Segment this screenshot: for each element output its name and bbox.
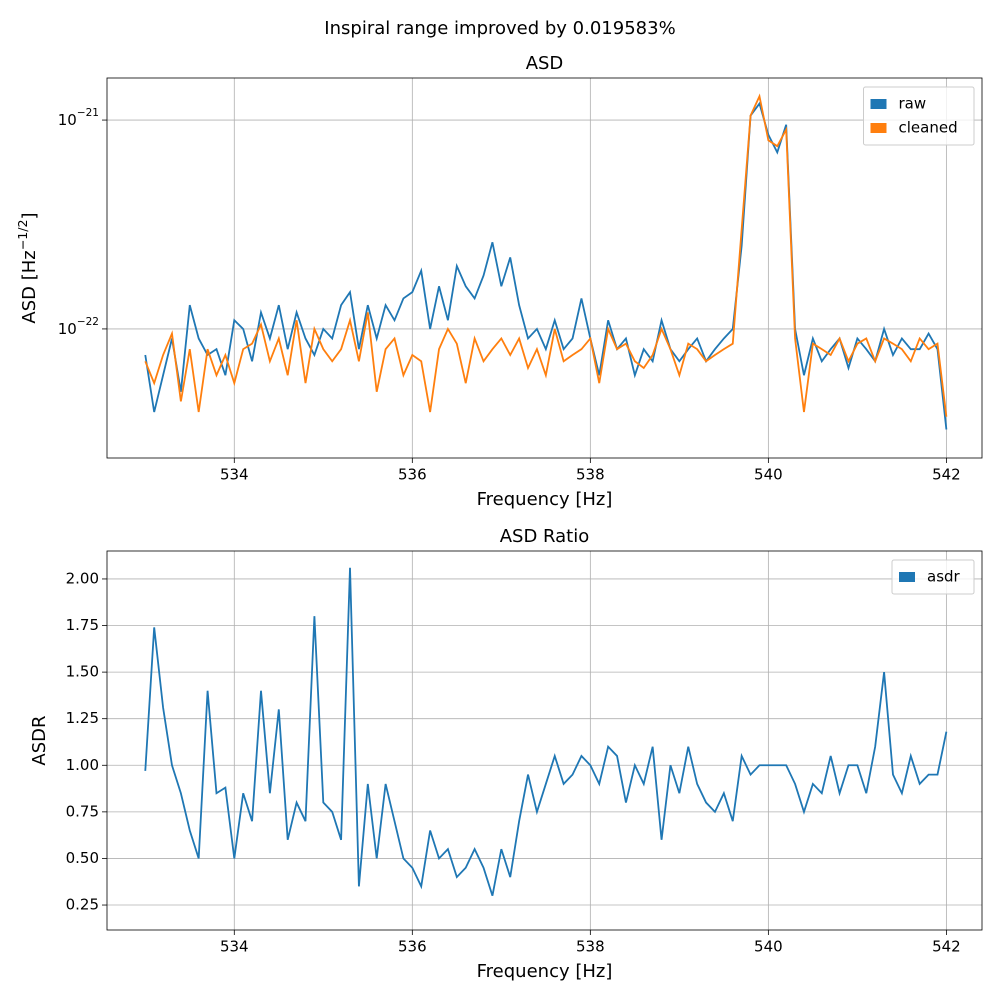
y-tick-label: 10−21 (58, 107, 99, 128)
legend-label: raw (899, 95, 927, 113)
series-line (144, 567, 948, 896)
x-tick-label: 534 (220, 938, 249, 956)
x-tick-label: 542 (932, 466, 961, 484)
axes-frame (106, 77, 983, 459)
series-line (144, 101, 948, 430)
legend-label: cleaned (899, 119, 958, 137)
legend-swatch (870, 99, 887, 109)
x-tick-label: 534 (220, 466, 249, 484)
legend-box (863, 86, 975, 146)
y-tick-label: 2.00 (66, 569, 99, 587)
axes-title: ASD Ratio (500, 526, 590, 547)
x-tick-label: 536 (398, 938, 427, 956)
axes-title: ASD (526, 53, 564, 74)
x-tick-label: 540 (754, 938, 783, 956)
x-tick-label: 538 (576, 938, 605, 956)
y-tick-label: 0.25 (66, 896, 99, 914)
figure-title: Inspiral range improved by 0.019583% (324, 18, 675, 39)
y-tick-label: 1.00 (66, 756, 99, 774)
x-tick-label: 538 (576, 466, 605, 484)
x-axis-label: Frequency [Hz] (477, 961, 613, 982)
y-axis-label: ASDR (29, 715, 50, 765)
x-tick-label: 536 (398, 466, 427, 484)
y-tick-label: 1.25 (66, 709, 99, 727)
y-tick-label: 10−22 (58, 316, 99, 338)
axes-frame (106, 550, 983, 931)
x-tick-label: 540 (754, 466, 783, 484)
legend-swatch (899, 572, 915, 582)
legend-box (891, 559, 975, 595)
y-tick-label: 0.50 (66, 849, 99, 867)
y-tick-label: 0.75 (66, 802, 99, 820)
y-tick-label: 1.50 (66, 663, 99, 681)
legend-swatch (870, 123, 887, 133)
series-line (144, 93, 948, 417)
x-axis-label: Frequency [Hz] (477, 489, 613, 510)
x-tick-label: 542 (932, 938, 961, 956)
y-axis-label: ASD [Hz−1/2] (15, 212, 41, 323)
y-tick-label: 1.75 (66, 616, 99, 634)
legend-label: asdr (927, 568, 961, 586)
